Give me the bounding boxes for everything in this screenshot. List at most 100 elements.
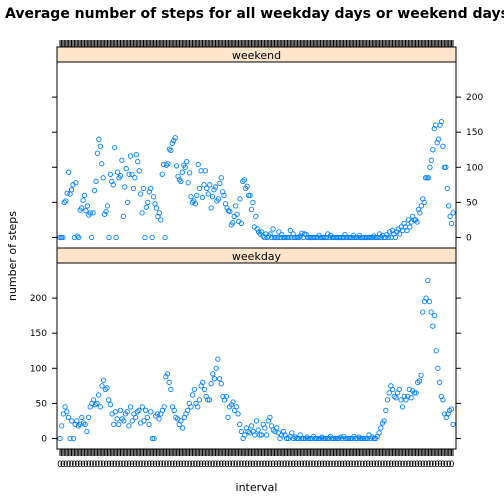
x-tick-label: 0	[374, 460, 380, 470]
data-point	[205, 191, 211, 197]
data-point	[137, 191, 144, 197]
data-point	[87, 210, 93, 216]
data-point	[201, 182, 207, 188]
x-tick-label: 0	[92, 460, 98, 470]
data-point	[192, 201, 198, 207]
x-tick-label: 0	[132, 460, 138, 470]
x-tick-label: 0	[411, 460, 417, 470]
x-tick-label: 0	[152, 460, 158, 470]
data-point	[270, 226, 276, 232]
data-point	[258, 432, 265, 438]
x-tick-label: 0	[77, 460, 83, 470]
data-point	[334, 435, 340, 442]
data-point	[211, 187, 217, 193]
data-point	[68, 187, 75, 193]
x-tick-label: 0	[325, 460, 331, 470]
x-tick-label: 0	[339, 460, 345, 470]
data-point	[420, 309, 426, 315]
x-tick-label: 0	[365, 460, 371, 470]
data-point	[450, 210, 456, 216]
y-tick-label: 50	[466, 198, 478, 208]
x-tick-label: 0	[382, 460, 388, 470]
data-point	[242, 432, 248, 438]
data-point	[79, 414, 85, 421]
data-point	[344, 435, 350, 442]
data-point	[252, 432, 258, 438]
data-point	[173, 163, 180, 169]
x-tick-label: 0	[434, 460, 440, 470]
data-point	[273, 425, 280, 431]
data-point	[268, 423, 275, 429]
x-tick-label: 0	[262, 460, 268, 470]
data-point	[84, 428, 90, 435]
x-tick-label: 0	[158, 460, 164, 470]
x-tick-label: 0	[118, 460, 124, 470]
data-point	[153, 205, 160, 211]
data-point	[132, 414, 139, 421]
data-point	[81, 192, 88, 199]
x-tick-label: 0	[408, 460, 414, 470]
data-point	[217, 180, 223, 187]
data-point	[212, 184, 219, 190]
data-point	[257, 432, 263, 438]
data-point	[208, 205, 214, 211]
data-point	[178, 418, 184, 424]
data-point	[161, 404, 167, 410]
x-tick-label: 0	[184, 460, 190, 470]
x-tick-label: 0	[296, 460, 302, 470]
x-tick-label: 0	[135, 460, 141, 470]
data-point	[188, 194, 194, 200]
data-point	[294, 435, 300, 442]
data-point	[168, 147, 174, 154]
x-tick-label: 0	[336, 460, 342, 470]
x-tick-label: 0	[103, 460, 109, 470]
x-tick-label: 0	[86, 460, 92, 470]
data-point	[267, 414, 273, 421]
x-tick-label: 0	[155, 460, 161, 470]
data-point	[166, 379, 172, 385]
data-point	[114, 416, 120, 422]
data-point	[430, 323, 436, 329]
data-point	[69, 418, 75, 424]
data-point	[151, 435, 157, 442]
data-point	[222, 201, 229, 207]
data-point	[156, 210, 162, 216]
data-point	[247, 192, 253, 199]
x-tick-label: 0	[417, 460, 423, 470]
x-tick-label: 0	[181, 460, 187, 470]
data-point	[435, 136, 442, 142]
data-point	[97, 143, 103, 149]
data-point	[416, 378, 423, 384]
y-tick-label: 200	[466, 93, 483, 103]
data-point	[303, 232, 309, 238]
x-tick-label: 0	[446, 460, 452, 470]
data-point	[418, 372, 424, 378]
data-point	[418, 203, 424, 209]
data-point	[352, 435, 359, 442]
data-point	[166, 146, 173, 152]
data-point	[142, 407, 149, 414]
data-point	[126, 423, 132, 429]
x-tick-label: 0	[331, 460, 337, 470]
data-point	[130, 185, 137, 191]
data-point	[384, 232, 390, 238]
panel-weekend: weekend 0 50 100 150 200	[52, 46, 483, 249]
x-tick-label: 0	[233, 460, 239, 470]
data-point	[314, 435, 320, 442]
x-tick-label: 0	[241, 460, 247, 470]
data-point	[95, 392, 102, 398]
data-point	[414, 219, 420, 225]
data-point	[322, 435, 329, 442]
data-point	[241, 177, 247, 183]
x-tick-label: 0	[190, 460, 196, 470]
data-point	[67, 435, 73, 442]
data-point	[300, 435, 307, 442]
data-point	[427, 164, 433, 170]
x-tick-label: 0	[213, 460, 219, 470]
data-point	[404, 227, 410, 234]
data-point	[218, 381, 224, 387]
data-point	[238, 220, 245, 227]
data-point	[392, 234, 399, 241]
data-point	[331, 435, 337, 442]
data-point	[378, 425, 384, 431]
